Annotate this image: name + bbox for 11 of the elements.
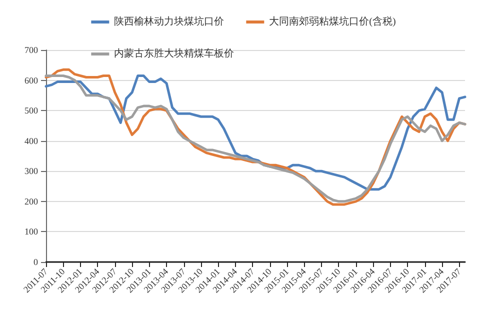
y-tick-label: 500 (24, 106, 38, 116)
y-tick-label: 400 (24, 136, 38, 146)
y-tick-label: 600 (24, 75, 38, 86)
legend-label: 内蒙古东胜大块精煤车板价 (114, 48, 234, 60)
y-tick-label: 300 (24, 166, 38, 176)
y-tick-label: 700 (24, 45, 38, 55)
y-tick-label: 200 (24, 196, 38, 206)
legend-label: 大同南郊弱粘煤坑口价(含税) (269, 16, 396, 28)
y-tick-label: 100 (24, 226, 38, 237)
legend-label: 陕西榆林动力块煤坑口价 (114, 16, 224, 28)
y-tick-label: 0 (34, 257, 38, 267)
